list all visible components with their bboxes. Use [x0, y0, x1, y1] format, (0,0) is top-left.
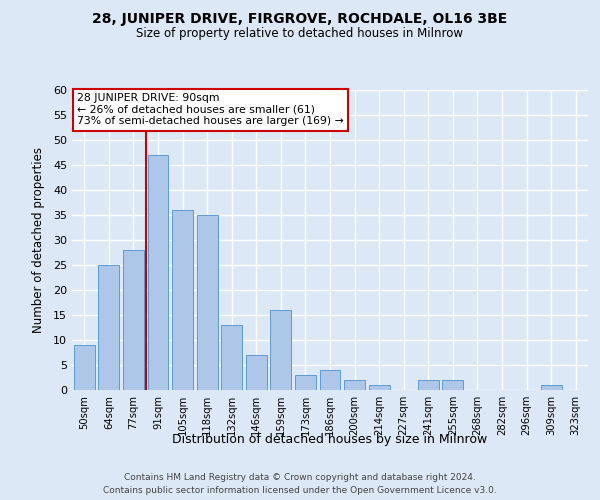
- Bar: [123, 250, 144, 390]
- Bar: [541, 385, 562, 390]
- Bar: [442, 380, 463, 390]
- Bar: [197, 215, 218, 390]
- Text: 28 JUNIPER DRIVE: 90sqm
← 26% of detached houses are smaller (61)
73% of semi-de: 28 JUNIPER DRIVE: 90sqm ← 26% of detache…: [77, 93, 344, 126]
- Bar: [74, 345, 95, 390]
- Bar: [172, 210, 193, 390]
- Bar: [418, 380, 439, 390]
- Bar: [344, 380, 365, 390]
- Bar: [320, 370, 340, 390]
- Bar: [221, 325, 242, 390]
- Text: Distribution of detached houses by size in Milnrow: Distribution of detached houses by size …: [172, 432, 488, 446]
- Bar: [98, 265, 119, 390]
- Bar: [246, 355, 267, 390]
- Text: Size of property relative to detached houses in Milnrow: Size of property relative to detached ho…: [137, 28, 464, 40]
- Bar: [148, 155, 169, 390]
- Text: Contains public sector information licensed under the Open Government Licence v3: Contains public sector information licen…: [103, 486, 497, 495]
- Text: Contains HM Land Registry data © Crown copyright and database right 2024.: Contains HM Land Registry data © Crown c…: [124, 472, 476, 482]
- Bar: [368, 385, 389, 390]
- Y-axis label: Number of detached properties: Number of detached properties: [32, 147, 44, 333]
- Bar: [295, 375, 316, 390]
- Bar: [271, 310, 292, 390]
- Text: 28, JUNIPER DRIVE, FIRGROVE, ROCHDALE, OL16 3BE: 28, JUNIPER DRIVE, FIRGROVE, ROCHDALE, O…: [92, 12, 508, 26]
